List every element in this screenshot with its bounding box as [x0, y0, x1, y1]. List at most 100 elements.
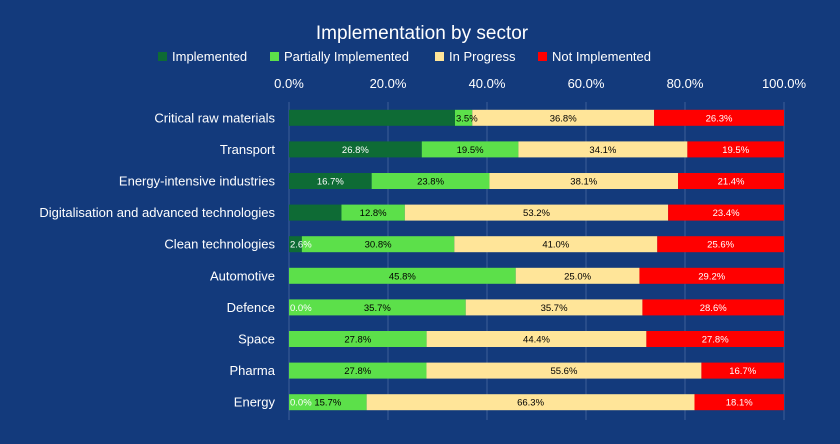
bar-segment-partially-implemented — [289, 267, 516, 284]
bar-segment-in-progress — [489, 173, 679, 189]
bars — [289, 109, 784, 411]
data-label: 12.8% — [360, 208, 387, 219]
category-label: Automotive — [210, 268, 275, 283]
data-label: 27.8% — [344, 335, 371, 346]
data-label: 45.8% — [389, 271, 416, 282]
bar-segment-implemented — [289, 141, 422, 158]
bar-segment-not-implemented — [678, 173, 784, 189]
category-label: Pharma — [229, 363, 275, 378]
bar-segment-partially-implemented — [341, 204, 405, 221]
category-label: Digitalisation and advanced technologies — [39, 205, 275, 220]
bar-segment-not-implemented — [646, 331, 784, 347]
category-label: Defence — [227, 300, 275, 315]
bar-segment-not-implemented — [668, 204, 784, 221]
data-label: 26.3% — [706, 113, 733, 124]
bar-segment-partially-implemented — [421, 141, 519, 158]
data-label: 55.6% — [550, 366, 577, 377]
data-label: 27.8% — [344, 366, 371, 377]
category-label: Transport — [220, 142, 276, 157]
bar-segment-partially-implemented — [289, 362, 427, 379]
chart-legend: Implemented Partially Implemented In Progr… — [158, 49, 651, 64]
data-label: 26.8% — [342, 145, 369, 156]
category-label: Energy-intensive industries — [119, 174, 276, 189]
bar-segment-implemented — [289, 236, 302, 253]
bar-segment-partially-implemented — [289, 299, 466, 316]
data-label: 35.7% — [364, 303, 391, 314]
legend-swatch-partially-implemented — [270, 52, 279, 61]
legend-swatch-implemented — [158, 52, 167, 61]
bar-segment-partially-implemented — [289, 394, 367, 411]
data-label: 29.2% — [698, 271, 725, 282]
data-label: 25.6% — [707, 240, 734, 251]
bar-segment-not-implemented — [654, 109, 784, 126]
legend-label-implemented: Implemented — [172, 49, 247, 64]
legend-label-partially-implemented: Partially Implemented — [284, 49, 409, 64]
data-label: 21.4% — [718, 177, 745, 188]
legend-swatch-in-progress — [435, 52, 444, 61]
x-tick-label: 20.0% — [370, 76, 407, 91]
legend-swatch-not-implemented — [538, 52, 547, 61]
legend-label-not-implemented: Not Implemented — [552, 49, 651, 64]
data-label: 53.2% — [523, 208, 550, 219]
data-label: 36.8% — [550, 113, 577, 124]
data-label: 23.8% — [417, 177, 444, 188]
category-labels: Critical raw materials Transport Energy-in… — [39, 110, 275, 409]
data-label: 28.6% — [700, 303, 727, 314]
x-axis-ticks: 0.0% 20.0% 40.0% 60.0% 80.0% 100.0% — [274, 76, 806, 91]
data-label: 35.7% — [541, 303, 568, 314]
bar-segment-not-implemented — [639, 267, 784, 284]
category-label: Clean technologies — [164, 237, 275, 252]
data-label: 2.6% — [290, 240, 312, 251]
data-label: 0.0% — [290, 398, 312, 409]
data-label: 19.5% — [722, 145, 749, 156]
data-label: 15.7% — [314, 398, 341, 409]
bar-segment-in-progress — [515, 267, 640, 284]
legend-label-in-progress: In Progress — [449, 49, 516, 64]
bar-segment-not-implemented — [701, 362, 784, 379]
data-label: 30.8% — [365, 240, 392, 251]
x-tick-label: 100.0% — [762, 76, 807, 91]
bar-segment-not-implemented — [657, 236, 784, 253]
category-label: Critical raw materials — [154, 110, 275, 125]
data-label: 66.3% — [517, 398, 544, 409]
data-label: 19.5% — [457, 145, 484, 156]
bar-segment-partially-implemented — [454, 109, 473, 126]
bar-segment-in-progress — [518, 141, 688, 158]
data-label: 23.4% — [713, 208, 740, 219]
bar-segment-not-implemented — [687, 141, 784, 158]
bar-segment-in-progress — [454, 236, 658, 253]
bar-segment-in-progress — [404, 204, 669, 221]
bar-segment-in-progress — [426, 362, 702, 379]
bar-segment-partially-implemented — [301, 236, 455, 253]
data-label: 34.1% — [589, 145, 616, 156]
bar-segment-in-progress — [426, 331, 647, 347]
data-label: 44.4% — [523, 335, 550, 346]
bar-segment-implemented — [289, 173, 372, 189]
bar-segment-implemented — [289, 204, 342, 221]
bar-segment-in-progress — [465, 299, 643, 316]
category-label: Space — [238, 332, 275, 347]
chart-title: Implementation by sector — [316, 23, 529, 44]
bar-segment-implemented — [289, 109, 455, 126]
x-tick-label: 0.0% — [274, 76, 304, 91]
bar-segment-partially-implemented — [371, 173, 490, 189]
data-label: 3.5% — [456, 113, 478, 124]
data-label: 18.1% — [726, 398, 753, 409]
data-label: 41.0% — [542, 240, 569, 251]
x-tick-label: 80.0% — [667, 76, 704, 91]
data-label: 27.8% — [702, 335, 729, 346]
x-tick-label: 40.0% — [469, 76, 506, 91]
data-label: 16.7% — [729, 366, 756, 377]
data-label: 38.1% — [570, 177, 597, 188]
data-label: 16.7% — [317, 177, 344, 188]
x-tick-label: 60.0% — [568, 76, 605, 91]
data-label: 25.0% — [564, 271, 591, 282]
bar-segment-not-implemented — [642, 299, 784, 316]
data-labels: 3.5% 36.8% 26.3% 26.8% 19.5% 34.1% 19.5% 16.7% 2… — [290, 113, 757, 408]
data-label: 0.0% — [290, 303, 312, 314]
bar-segment-in-progress — [366, 394, 695, 411]
bar-segment-in-progress — [472, 109, 655, 126]
category-label: Energy — [234, 395, 276, 410]
bar-segment-not-implemented — [694, 394, 784, 411]
